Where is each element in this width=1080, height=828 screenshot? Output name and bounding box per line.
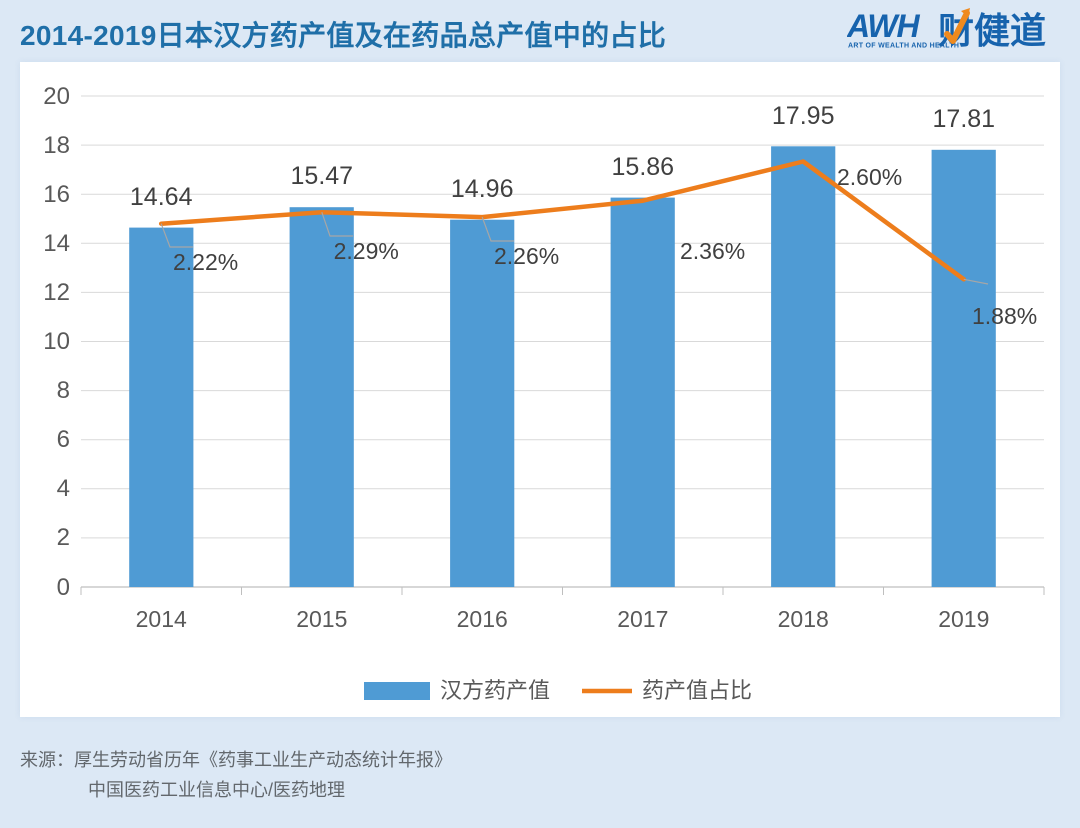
- svg-text:2017: 2017: [617, 606, 668, 632]
- svg-text:2015: 2015: [296, 606, 347, 632]
- svg-text:2: 2: [57, 524, 70, 551]
- svg-text:1.88%: 1.88%: [972, 303, 1037, 329]
- svg-text:健道: 健道: [974, 10, 1046, 51]
- svg-text:2.36%: 2.36%: [680, 238, 745, 264]
- svg-text:汉方药产值: 汉方药产值: [440, 678, 550, 703]
- svg-text:2019: 2019: [938, 606, 989, 632]
- svg-text:6: 6: [57, 426, 70, 453]
- svg-text:12: 12: [43, 279, 70, 306]
- svg-text:18: 18: [43, 132, 70, 159]
- svg-text:15.47: 15.47: [291, 162, 354, 190]
- svg-text:8: 8: [57, 377, 70, 404]
- svg-text:14.96: 14.96: [451, 175, 514, 203]
- svg-text:14: 14: [43, 230, 70, 257]
- svg-text:2.22%: 2.22%: [173, 249, 238, 275]
- svg-text:AWH: AWH: [847, 8, 921, 44]
- svg-text:2016: 2016: [457, 606, 508, 632]
- svg-text:2.26%: 2.26%: [494, 243, 559, 269]
- svg-text:0: 0: [57, 574, 70, 601]
- svg-text:16: 16: [43, 181, 70, 208]
- svg-text:15.86: 15.86: [612, 153, 675, 181]
- svg-text:10: 10: [43, 328, 70, 355]
- svg-text:20: 20: [43, 83, 70, 110]
- svg-text:2.29%: 2.29%: [334, 238, 399, 264]
- svg-text:17.95: 17.95: [772, 102, 835, 130]
- svg-text:2018: 2018: [778, 606, 829, 632]
- svg-text:2.60%: 2.60%: [837, 164, 902, 190]
- svg-text:2014: 2014: [136, 606, 187, 632]
- svg-text:4: 4: [57, 475, 70, 502]
- svg-text:17.81: 17.81: [933, 105, 996, 133]
- svg-text:药产值占比: 药产值占比: [642, 678, 752, 703]
- svg-text:14.64: 14.64: [130, 183, 193, 211]
